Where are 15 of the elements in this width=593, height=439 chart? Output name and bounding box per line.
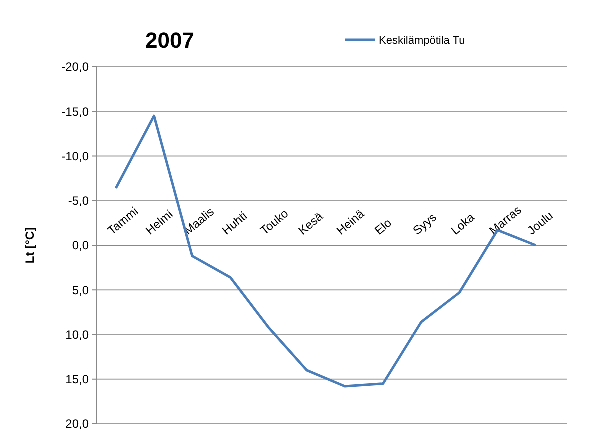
legend-label: Keskilämpötila Tu — [379, 34, 466, 47]
y-tick-label: 15,0 — [66, 372, 90, 387]
y-tick-label: -20,0 — [62, 60, 90, 74]
x-tick-label: Syys — [410, 210, 440, 238]
y-tick-label: -15,0 — [62, 104, 90, 119]
y-tick-label: 0,0 — [72, 238, 90, 253]
y-tick-label: -10,0 — [62, 149, 90, 164]
y-tick-label: 20,0 — [66, 417, 90, 432]
chart-title: 2007 — [146, 28, 194, 53]
y-axis-title: Lt [°C] — [23, 227, 37, 264]
x-tick-label: Elo — [372, 216, 395, 238]
y-tick-label: 5,0 — [72, 283, 90, 298]
y-tick-label: -5,0 — [68, 194, 90, 208]
y-tick-label: 10,0 — [66, 328, 90, 342]
x-tick-label: Loka — [448, 210, 478, 238]
